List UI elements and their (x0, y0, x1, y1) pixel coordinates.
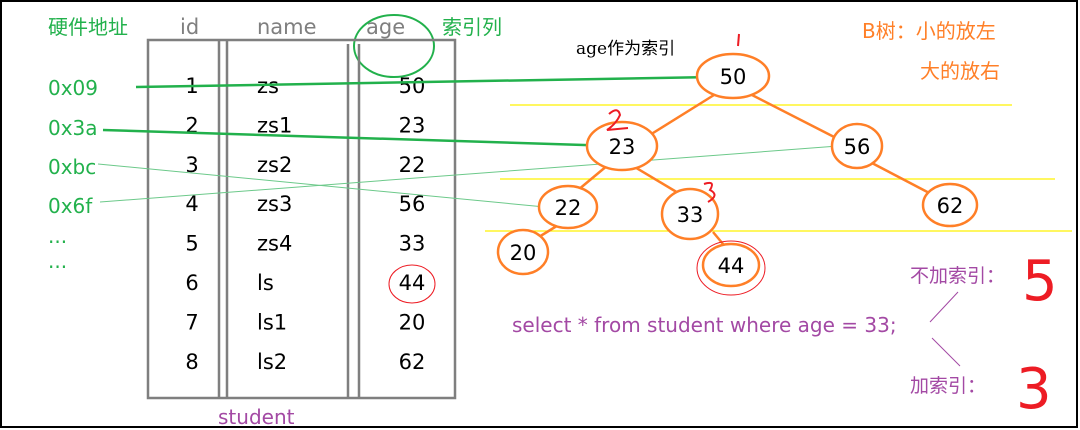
step-mark-3 (703, 181, 716, 203)
step-mark-1 (737, 33, 740, 47)
btree-rule-left: B树：小的放左 (862, 19, 996, 43)
address-item: ... (48, 249, 67, 273)
cell-name: ls2 (257, 350, 287, 374)
tree-node-value: 62 (937, 194, 964, 218)
table-name: student (218, 405, 295, 429)
tree-caption: age作为索引 (576, 39, 675, 59)
cell-name: zs (257, 74, 279, 98)
no-index-label: 不加索引： (910, 265, 1005, 287)
column-header-age: age (366, 15, 405, 39)
table-row: 4 zs3 56 (185, 192, 425, 216)
cell-age: 22 (399, 153, 426, 177)
cell-id: 6 (185, 271, 198, 295)
table-body: 1 zs 502 zs1 233 zs2 224 zs3 565 zs4 336 ls 447 ls1 20… (185, 74, 436, 374)
tree-node-circle (496, 228, 550, 276)
address-item: 0x3a (48, 116, 98, 140)
cell-age: 23 (399, 113, 426, 137)
table-row: 1 zs 50 (185, 74, 425, 98)
cell-age: 62 (399, 350, 426, 374)
cell-name: zs1 (257, 113, 292, 137)
address-item: 0xbc (48, 155, 96, 179)
table-grid (146, 38, 457, 400)
table-row: 6 ls 44 (185, 271, 425, 295)
index-column-circle (353, 14, 435, 78)
table-row: 2 zs1 23 (185, 113, 425, 137)
tree-node-value: 22 (555, 196, 582, 220)
address-header: 硬件地址 (48, 15, 128, 39)
with-index-count: 3 (1016, 357, 1052, 422)
cell-name: ls1 (257, 310, 287, 334)
cell-id: 2 (185, 113, 198, 137)
cell-age: 50 (399, 74, 426, 98)
target-highlight-circle (696, 240, 766, 296)
cell-age: 33 (399, 232, 426, 256)
cell-id: 7 (185, 310, 198, 334)
address-item: 0x6f (48, 194, 93, 218)
cell-id: 4 (185, 192, 198, 216)
table-row: 3 zs2 22 (185, 153, 425, 177)
tree-edges (533, 93, 936, 257)
column-header-id: id (180, 15, 199, 39)
tree-node: 22 (537, 184, 599, 230)
tree-node-circle (701, 242, 761, 288)
step-mark-2 (606, 109, 629, 131)
tree-node: 44 (701, 242, 761, 288)
index-column-label: 索引列 (442, 15, 502, 39)
cell-age: 56 (399, 192, 426, 216)
tree-node-value: 23 (609, 135, 636, 159)
tree-node-circle (921, 182, 979, 228)
cell-name: zs2 (257, 153, 292, 177)
cell-name: zs4 (257, 232, 292, 256)
tree-node-circle (585, 120, 659, 172)
tree-node-value: 33 (677, 203, 704, 227)
btree-rule-right: 大的放右 (920, 59, 1000, 83)
highlight-cell-circle (388, 264, 436, 304)
cell-age: 44 (399, 271, 426, 295)
cell-id: 5 (185, 232, 198, 256)
tree-node-value: 44 (718, 254, 745, 278)
tree-node-value: 56 (844, 135, 871, 159)
step-marks (606, 33, 740, 203)
table-row: 8 ls2 62 (185, 350, 425, 374)
query-connectors (929, 291, 961, 367)
tree-node-value: 20 (510, 241, 537, 265)
tree-node-circle (830, 122, 884, 170)
tree-node-value: 50 (720, 65, 747, 89)
tree-node: 50 (695, 52, 771, 100)
address-list: 0x09 0x3a 0xbc 0x6f...... (48, 76, 98, 273)
cell-age: 20 (399, 310, 426, 334)
address-item: ... (48, 224, 67, 248)
cell-name: ls (257, 271, 274, 295)
tree-node: 23 (585, 120, 659, 172)
tree-node-circle (660, 187, 720, 241)
tree-node: 62 (921, 182, 979, 228)
table-row: 5 zs4 33 (185, 232, 425, 256)
query-text: select * from student where age = 33; (512, 313, 897, 337)
cell-name: zs3 (257, 192, 292, 216)
no-index-count: 5 (1022, 249, 1058, 314)
tree-node: 33 (660, 187, 720, 241)
cell-id: 3 (185, 153, 198, 177)
tree-node: 20 (496, 228, 550, 276)
address-item: 0x09 (48, 76, 98, 100)
tree-node: 56 (830, 122, 884, 170)
column-header-name: name (257, 15, 317, 39)
table-row: 7 ls1 20 (185, 310, 425, 334)
cell-id: 8 (185, 350, 198, 374)
address-pointers (97, 60, 839, 208)
with-index-label: 加索引： (910, 375, 986, 397)
tree-node-circle (537, 184, 599, 230)
tree-node-circle (695, 52, 771, 100)
tree-nodes: 50 23 56 22 33 62 20 44 (496, 52, 979, 288)
